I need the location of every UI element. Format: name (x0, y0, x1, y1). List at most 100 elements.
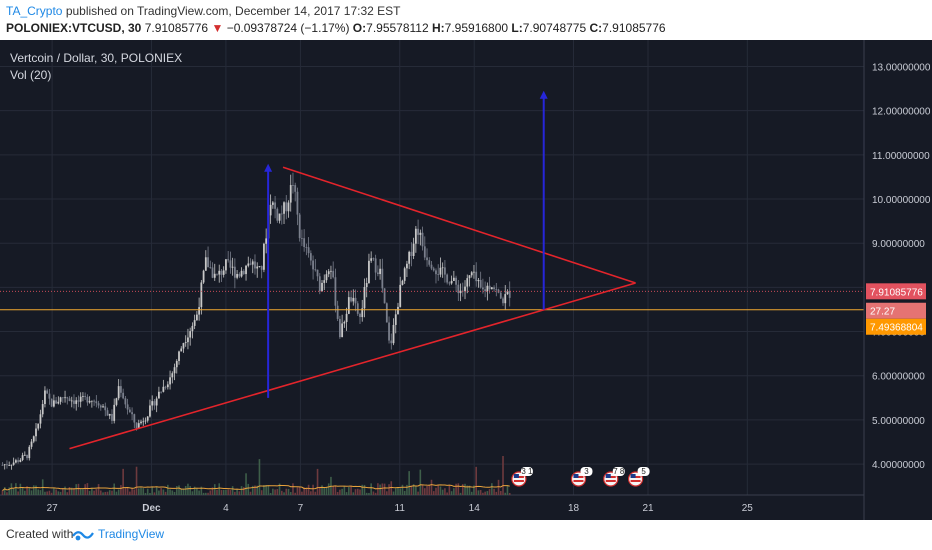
volume-bar (502, 455, 504, 495)
candle-body (222, 270, 225, 275)
candle-body (120, 386, 122, 393)
volume-bar (435, 487, 437, 495)
candle-body (468, 275, 471, 279)
time-tick-label: 11 (395, 503, 406, 514)
candle-body (28, 446, 31, 459)
event-flag-icon[interactable]: 7 8 (603, 467, 625, 487)
candle-body (323, 280, 326, 283)
volume-bar (59, 491, 62, 495)
volume-bar (167, 484, 169, 495)
volume-bar (278, 483, 281, 495)
author-link[interactable]: TA_Crypto (6, 4, 63, 18)
volume-bar (258, 459, 261, 495)
volume-bar (283, 492, 285, 495)
event-flag-icon[interactable]: 3 1 (511, 467, 533, 487)
event-flag-icon[interactable]: 3 (570, 467, 593, 487)
volume-bar (95, 489, 98, 495)
volume-bar (205, 492, 207, 495)
current-price-badge-bg (866, 283, 926, 300)
price-chart[interactable]: 3 1 3 7 8 5 4.00000000 5.00000000 6.00000000 7… (0, 40, 932, 520)
volume-bar (280, 490, 283, 495)
volume-bar (432, 491, 435, 495)
volume-bar (323, 487, 326, 495)
candle-body (479, 279, 482, 288)
volume-bar (316, 468, 319, 495)
volume-bar (240, 486, 243, 495)
event-badges[interactable]: 3 1 3 7 8 5 (511, 467, 650, 487)
volume-bar (196, 487, 198, 495)
event-count-label: 7 8 (613, 467, 625, 476)
candle-body (88, 400, 91, 403)
candle-body (155, 398, 158, 406)
candle-body (406, 263, 408, 269)
volume-bar (314, 491, 317, 495)
event-count-bubble (637, 467, 650, 476)
volume-bar (173, 491, 176, 495)
event-flag-icon[interactable]: 5 (627, 467, 650, 487)
volume-bar (339, 489, 341, 495)
candle-body (412, 243, 415, 257)
candle-body (493, 287, 495, 290)
volume-bar (497, 479, 500, 495)
volume-bar (62, 488, 64, 495)
candle-body (6, 464, 8, 466)
flag-canton (573, 474, 579, 478)
change-down-icon: ▼ (211, 21, 224, 35)
candle-body (178, 351, 180, 361)
volume-bar (473, 485, 475, 495)
volume-bar (265, 484, 267, 495)
volume-bar (37, 489, 40, 495)
volume-bar (50, 492, 53, 495)
volume-bar (93, 490, 95, 495)
candle-body (184, 342, 187, 344)
price-tick-label: 4.00000000 (872, 460, 925, 471)
price-change: −0.09378724 (−1.17%) (226, 21, 350, 35)
candle-body (128, 409, 131, 413)
candle-body (350, 297, 352, 302)
candle-body (401, 280, 404, 285)
volume-bar (162, 489, 165, 495)
volume-bar (495, 491, 498, 495)
candle-body (341, 323, 344, 338)
volume-bar (175, 486, 178, 495)
time-axis[interactable]: 27 Dec 4 7 11 14 18 21 25 (47, 503, 754, 514)
candle-body (19, 459, 22, 462)
volume-bar (484, 491, 486, 495)
candle-body (191, 325, 194, 332)
price-tick-label: 10.00000000 (872, 195, 931, 206)
candle-body (182, 343, 185, 349)
candle-body (245, 265, 247, 275)
candle-body (495, 289, 498, 290)
candle-body (10, 464, 13, 466)
candle-body (160, 391, 163, 393)
ohlc-line: POLONIEX:VTCUSD, 30 7.91085776 ▼ −0.0937… (6, 21, 666, 35)
volume-bar (91, 487, 93, 495)
candle-body (298, 214, 301, 239)
candle-body (289, 185, 292, 203)
candle-body (354, 297, 357, 304)
volume-bar (15, 483, 17, 495)
drawing-annotations (0, 90, 864, 450)
volume-bar (276, 489, 279, 495)
volume-bar (75, 484, 78, 495)
volume-bar (231, 486, 234, 495)
volume-bar (285, 488, 288, 495)
low-label: L: (511, 21, 523, 35)
volume-bar (464, 483, 466, 495)
volume-bar (169, 489, 171, 495)
candle-body (347, 297, 350, 314)
volume-bar (137, 488, 140, 495)
tradingview-link[interactable]: TradingView (98, 527, 165, 541)
candle-body (334, 277, 337, 306)
candle-body (220, 270, 223, 275)
volume-bar (126, 487, 129, 495)
candle-body (104, 406, 107, 411)
time-tick-label: 21 (642, 503, 654, 514)
candle-body (75, 400, 78, 404)
volume-bar (334, 485, 337, 495)
candle-body (52, 400, 55, 407)
volume-bar (164, 491, 167, 495)
volume-bar (450, 491, 453, 495)
candle-body (30, 441, 33, 447)
volume-bar (200, 486, 203, 495)
